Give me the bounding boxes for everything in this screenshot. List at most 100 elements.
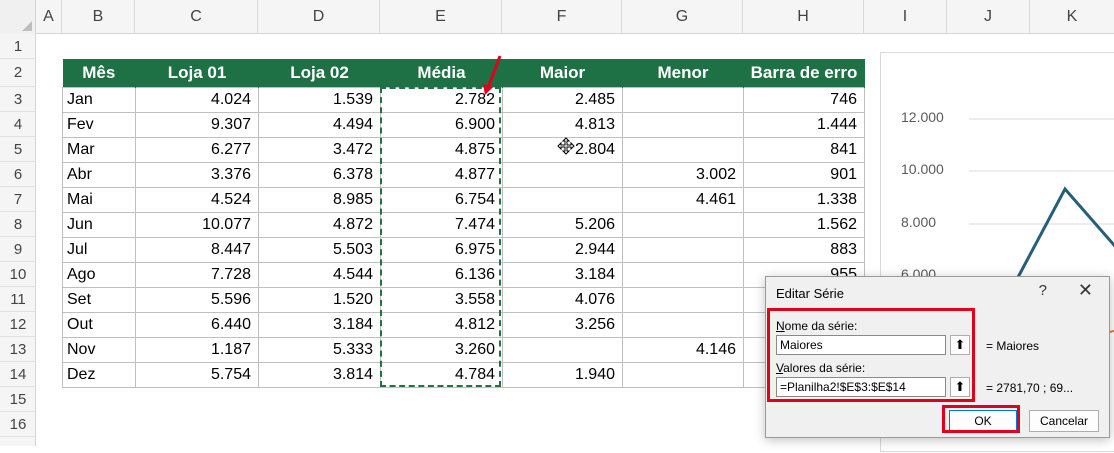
select-all-corner[interactable] xyxy=(0,0,36,34)
table-cell[interactable]: 3.184 xyxy=(258,311,381,338)
row-header[interactable]: 14 xyxy=(0,362,36,387)
row-header[interactable]: 13 xyxy=(0,337,36,362)
column-header-g[interactable]: G xyxy=(622,0,743,34)
table-cell[interactable]: 5.754 xyxy=(135,361,259,388)
table-cell[interactable]: 5.206 xyxy=(502,211,623,238)
table-cell[interactable]: 4.877 xyxy=(380,161,503,188)
header-media[interactable]: Média xyxy=(380,59,503,87)
table-cell[interactable]: 4.875 xyxy=(380,136,503,163)
table-cell[interactable]: 4.146 xyxy=(622,336,744,363)
help-button[interactable]: ? xyxy=(1038,282,1047,299)
table-cell[interactable]: 1.444 xyxy=(743,111,865,138)
table-cell[interactable]: Mar xyxy=(62,136,136,163)
header-loja02[interactable]: Loja 02 xyxy=(258,59,381,87)
table-cell[interactable]: 6.975 xyxy=(380,236,503,263)
column-header-h[interactable]: H xyxy=(743,0,864,34)
table-cell[interactable]: 883 xyxy=(743,236,865,263)
table-cell[interactable]: 746 xyxy=(743,86,865,113)
header-barra-de-erro[interactable]: Barra de erro xyxy=(743,59,865,87)
table-cell[interactable]: 4.813 xyxy=(502,111,623,138)
table-cell[interactable]: 5.333 xyxy=(258,336,381,363)
row-header[interactable]: 2 xyxy=(0,59,36,87)
table-cell[interactable] xyxy=(622,211,744,238)
table-cell[interactable]: 2.485 xyxy=(502,86,623,113)
series-name-input[interactable] xyxy=(776,335,946,355)
table-cell[interactable]: Fev xyxy=(62,111,136,138)
table-cell[interactable]: 841 xyxy=(743,136,865,163)
table-cell[interactable]: 4.872 xyxy=(258,211,381,238)
table-cell[interactable]: 3.002 xyxy=(622,161,744,188)
table-cell[interactable]: 3.184 xyxy=(502,261,623,288)
row-header[interactable]: 15 xyxy=(0,387,36,412)
row-header[interactable]: 8 xyxy=(0,212,36,237)
column-header-e[interactable]: E xyxy=(380,0,502,34)
table-cell[interactable]: 3.376 xyxy=(135,161,259,188)
table-cell[interactable]: Ago xyxy=(62,261,136,288)
table-cell[interactable]: 3.558 xyxy=(380,286,503,313)
table-cell[interactable]: 6.378 xyxy=(258,161,381,188)
header-menor[interactable]: Menor xyxy=(622,59,744,87)
table-cell[interactable]: 6.136 xyxy=(380,261,503,288)
column-header-c[interactable]: C xyxy=(135,0,258,34)
table-cell[interactable] xyxy=(622,361,744,388)
table-cell[interactable]: 1.187 xyxy=(135,336,259,363)
row-header[interactable]: 12 xyxy=(0,312,36,337)
table-cell[interactable] xyxy=(622,286,744,313)
table-cell[interactable]: Jan xyxy=(62,86,136,113)
table-cell[interactable]: 4.494 xyxy=(258,111,381,138)
table-cell[interactable]: 7.728 xyxy=(135,261,259,288)
table-cell[interactable]: 4.812 xyxy=(380,311,503,338)
table-cell[interactable]: 4.461 xyxy=(622,186,744,213)
column-header-j[interactable]: J xyxy=(947,0,1030,34)
table-cell[interactable]: Mai xyxy=(62,186,136,213)
table-cell[interactable]: 9.307 xyxy=(135,111,259,138)
header-mes[interactable]: Mês xyxy=(62,59,136,87)
table-cell[interactable]: 10.077 xyxy=(135,211,259,238)
table-cell[interactable]: 3.472 xyxy=(258,136,381,163)
table-cell[interactable]: 3.260 xyxy=(380,336,503,363)
table-cell[interactable]: 1.562 xyxy=(743,211,865,238)
table-cell[interactable]: 1.338 xyxy=(743,186,865,213)
column-header-f[interactable]: F xyxy=(502,0,622,34)
row-header[interactable]: 10 xyxy=(0,262,36,287)
header-loja01[interactable]: Loja 01 xyxy=(135,59,259,87)
table-cell[interactable]: 2.944 xyxy=(502,236,623,263)
column-header-b[interactable]: B xyxy=(62,0,135,34)
table-cell[interactable]: 2.782 xyxy=(380,86,503,113)
table-cell[interactable]: Abr xyxy=(62,161,136,188)
row-header[interactable]: 5 xyxy=(0,137,36,162)
ok-button[interactable]: OK xyxy=(949,410,1017,432)
row-header[interactable]: 4 xyxy=(0,112,36,137)
table-cell[interactable] xyxy=(622,111,744,138)
table-cell[interactable]: 901 xyxy=(743,161,865,188)
table-cell[interactable] xyxy=(502,336,623,363)
table-cell[interactable] xyxy=(622,261,744,288)
table-cell[interactable]: 6.440 xyxy=(135,311,259,338)
table-cell[interactable] xyxy=(502,186,623,213)
table-cell[interactable]: 5.503 xyxy=(258,236,381,263)
table-cell[interactable]: Nov xyxy=(62,336,136,363)
table-cell[interactable]: 3.814 xyxy=(258,361,381,388)
table-cell[interactable]: 1.940 xyxy=(502,361,623,388)
row-header[interactable]: 16 xyxy=(0,412,36,437)
row-header[interactable]: 9 xyxy=(0,237,36,262)
table-cell[interactable]: Jul xyxy=(62,236,136,263)
table-cell[interactable]: Out xyxy=(62,311,136,338)
table-cell[interactable]: 7.474 xyxy=(380,211,503,238)
table-cell[interactable]: 8.447 xyxy=(135,236,259,263)
table-cell[interactable] xyxy=(622,86,744,113)
row-header[interactable]: 7 xyxy=(0,187,36,212)
column-header-a[interactable]: A xyxy=(36,0,62,34)
table-cell[interactable]: 4.524 xyxy=(135,186,259,213)
table-cell[interactable]: 6.754 xyxy=(380,186,503,213)
table-cell[interactable]: 6.277 xyxy=(135,136,259,163)
collapse-dialog-button[interactable]: ⬆ xyxy=(950,335,970,355)
row-header[interactable]: 11 xyxy=(0,287,36,312)
collapse-dialog-button[interactable]: ⬆ xyxy=(950,377,970,397)
table-cell[interactable]: 1.520 xyxy=(258,286,381,313)
table-cell[interactable] xyxy=(502,161,623,188)
column-header-d[interactable]: D xyxy=(258,0,380,34)
series-values-input[interactable] xyxy=(776,377,946,397)
table-cell[interactable] xyxy=(622,311,744,338)
close-icon[interactable]: ✕ xyxy=(1077,280,1093,300)
